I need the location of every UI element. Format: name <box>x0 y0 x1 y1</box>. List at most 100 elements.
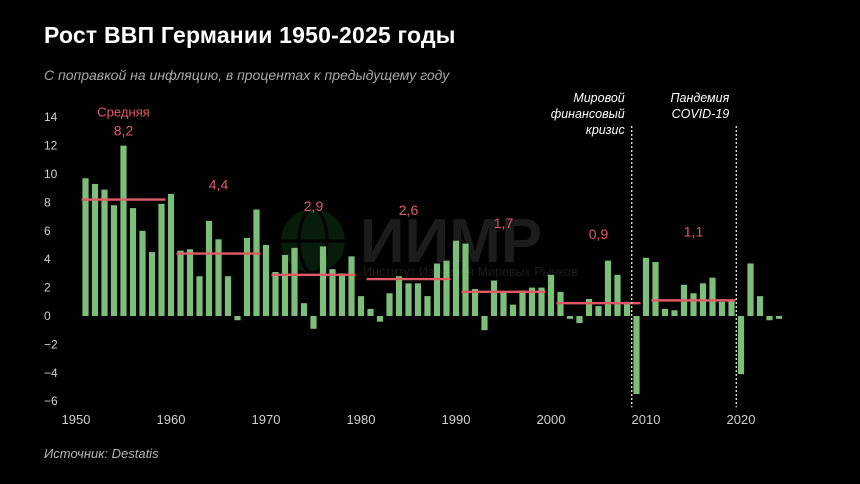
bar <box>709 277 716 316</box>
bar <box>509 304 517 316</box>
bar <box>319 246 327 316</box>
bar <box>215 239 222 316</box>
y-tick-label: −4 <box>44 366 58 380</box>
bar <box>177 250 184 316</box>
watermark: ИИМР Институт Изучения Мировых Рынков <box>281 207 578 279</box>
bar <box>357 296 365 316</box>
average-label: 1,1 <box>684 223 704 239</box>
average-caption: Средняя <box>97 105 149 120</box>
chart-subtitle: С поправкой на инфляцию, в процентах к п… <box>44 67 450 83</box>
y-tick-label: 0 <box>44 309 51 323</box>
x-tick-label: 2000 <box>537 412 566 427</box>
bar <box>139 230 146 316</box>
average-lines: 8,2 Средняя 4,4 2,9 2,6 1,7 0,9 1,1 <box>81 105 736 305</box>
bar <box>310 316 317 329</box>
bar <box>633 316 640 395</box>
bar <box>329 269 336 316</box>
bar <box>101 189 108 316</box>
y-tick-label: 4 <box>44 252 51 266</box>
bar <box>367 308 374 316</box>
bar <box>243 237 251 316</box>
y-tick-label: −6 <box>44 394 58 408</box>
bar <box>395 276 403 316</box>
bar <box>386 293 393 316</box>
bar <box>671 310 678 316</box>
average-label: 4,4 <box>209 177 229 193</box>
bar <box>528 287 536 316</box>
bar <box>576 316 583 324</box>
bar <box>186 249 194 316</box>
bar <box>652 262 659 316</box>
bar <box>471 289 479 316</box>
average-label: 2,6 <box>399 202 419 218</box>
bar <box>129 208 137 316</box>
y-tick-label: 12 <box>44 139 58 153</box>
bar <box>91 183 99 316</box>
average-label: 2,9 <box>304 198 324 214</box>
x-tick-label: 1980 <box>347 412 376 427</box>
bar <box>281 254 289 316</box>
bar <box>766 316 773 321</box>
chart-title: Рост ВВП Германии 1950-2025 годы <box>44 22 456 48</box>
bar <box>443 260 450 316</box>
bar <box>718 301 726 316</box>
bar <box>519 290 526 316</box>
bar <box>690 293 697 316</box>
bar <box>405 283 412 316</box>
bar <box>224 276 232 316</box>
bar <box>300 303 308 316</box>
bar <box>728 300 735 316</box>
event-label: кризис <box>586 123 626 137</box>
x-tick-label: 1960 <box>157 412 186 427</box>
y-tick-label: 10 <box>44 167 58 181</box>
watermark-globe-meridian <box>297 207 329 275</box>
bars <box>82 145 783 395</box>
bar <box>262 245 270 316</box>
event-label: COVID-19 <box>672 107 730 121</box>
average-label: 1,7 <box>494 215 514 231</box>
x-tick-label: 2010 <box>632 412 661 427</box>
bar <box>253 209 260 316</box>
y-tick-label: −2 <box>44 337 58 351</box>
average-label: 8,2 <box>114 123 134 139</box>
bar <box>661 308 669 316</box>
bar <box>338 273 346 316</box>
x-tick-label: 1970 <box>252 412 281 427</box>
bar <box>756 296 764 316</box>
bar <box>433 263 441 316</box>
bar <box>775 316 783 319</box>
bar <box>120 145 127 316</box>
bar <box>538 287 545 316</box>
bar <box>272 271 279 316</box>
average-label: 0,9 <box>589 226 609 242</box>
bar <box>110 205 118 316</box>
bar <box>376 316 384 322</box>
y-axis-labels: −6 −4 −2 0 2 4 6 8 10 12 14 <box>44 110 58 408</box>
event-label: финансовый <box>551 107 625 121</box>
y-tick-label: 14 <box>44 110 58 124</box>
watermark-subtitle: Институт Изучения Мировых Рынков <box>363 265 578 279</box>
bar <box>500 291 507 316</box>
bar <box>148 252 156 316</box>
bar <box>481 316 488 331</box>
bar <box>158 203 165 316</box>
bar <box>747 263 754 316</box>
source-note: Источник: Destatis <box>44 446 159 461</box>
bar <box>424 296 431 316</box>
event-label: Пандемия <box>670 91 729 105</box>
y-tick-label: 6 <box>44 224 51 238</box>
bar <box>595 306 602 316</box>
bar <box>205 220 213 316</box>
x-axis-labels: 1950 1960 1970 1980 1990 2000 2010 2020 <box>62 412 756 427</box>
bar <box>585 298 593 316</box>
y-tick-label: 8 <box>44 195 51 209</box>
bar <box>348 256 355 316</box>
bar <box>566 316 574 319</box>
x-tick-label: 1950 <box>62 412 91 427</box>
y-tick-label: 2 <box>44 281 51 295</box>
event-markers: Мировой финансовый кризис Пандемия COVID-19 <box>551 91 737 408</box>
bar <box>623 301 631 316</box>
bar <box>737 316 745 375</box>
bar <box>614 274 621 316</box>
